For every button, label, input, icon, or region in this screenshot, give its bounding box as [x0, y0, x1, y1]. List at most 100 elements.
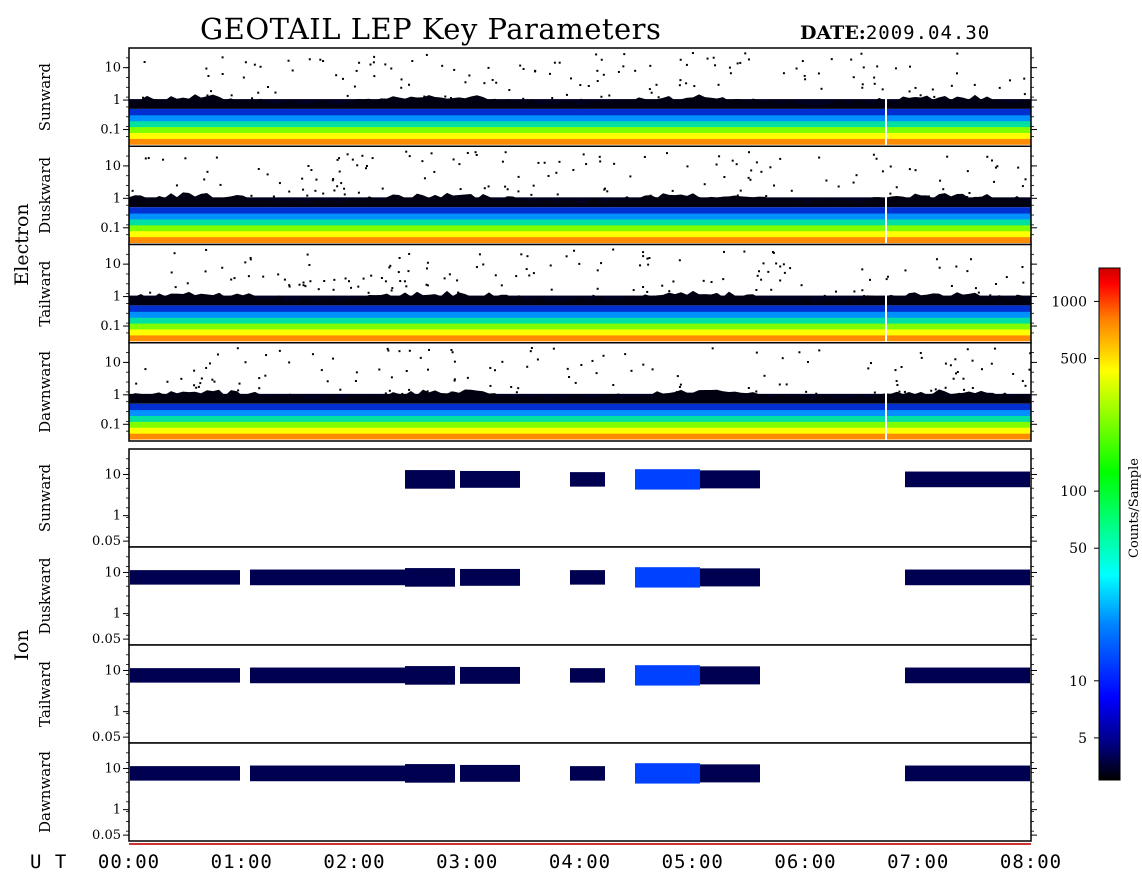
noise-dot	[247, 275, 250, 278]
noise-dot	[332, 357, 335, 360]
noise-dot	[338, 157, 341, 160]
panel-background	[129, 449, 1031, 547]
noise-dot	[954, 358, 957, 361]
noise-dot	[862, 66, 865, 69]
noise-dot	[703, 395, 706, 398]
noise-dot	[955, 72, 958, 75]
y-tick-label: 1	[113, 191, 121, 206]
noise-dot	[143, 61, 146, 64]
noise-dot	[333, 189, 336, 192]
noise-dot	[526, 365, 529, 368]
noise-dot	[837, 185, 840, 188]
y-tick-label: 1	[113, 705, 121, 720]
noise-dot	[747, 387, 750, 390]
noise-dot	[443, 277, 446, 280]
noise-dot	[873, 82, 876, 85]
noise-dot	[536, 358, 539, 361]
noise-dot	[264, 374, 267, 377]
noise-dot	[596, 69, 599, 72]
noise-dot	[643, 155, 646, 158]
ion-patch	[905, 667, 1030, 684]
noise-dot	[606, 190, 609, 193]
noise-dot	[211, 378, 214, 381]
noise-dot	[873, 391, 876, 394]
noise-dot	[499, 100, 502, 103]
noise-dot	[162, 393, 165, 396]
panel-label-electron-duskward: Duskward	[36, 156, 54, 233]
noise-dot	[650, 91, 653, 94]
noise-dot	[1028, 368, 1031, 371]
data-gap	[885, 92, 887, 147]
noise-dot	[729, 99, 732, 102]
spectrogram-band-2	[129, 126, 1031, 133]
noise-dot	[565, 255, 568, 258]
spectrogram-band-2	[129, 323, 1031, 330]
noise-dot	[815, 392, 818, 395]
noise-dot	[760, 170, 763, 173]
noise-dot	[927, 195, 930, 198]
noise-dot	[315, 178, 318, 181]
noise-dot	[291, 69, 294, 72]
noise-dot	[572, 168, 575, 171]
noise-dot	[818, 349, 821, 352]
noise-dot	[423, 95, 426, 98]
noise-dot	[351, 158, 354, 161]
noise-dot	[517, 175, 520, 178]
noise-dot	[543, 161, 546, 164]
noise-dot	[320, 369, 323, 372]
noise-dot	[739, 189, 742, 192]
noise-dot	[494, 369, 497, 372]
noise-dot	[950, 84, 953, 87]
noise-dot	[706, 57, 709, 60]
noise-dot	[373, 75, 376, 78]
noise-dot	[468, 74, 471, 77]
noise-dot	[425, 283, 428, 286]
noise-dot	[193, 384, 196, 387]
noise-dot	[322, 192, 325, 195]
noise-dot	[937, 391, 940, 394]
time-tick-label: 06:00	[774, 851, 836, 873]
spectrogram-band-3	[129, 415, 1031, 422]
noise-dot	[714, 64, 717, 67]
noise-dot	[958, 392, 961, 395]
noise-dot	[717, 83, 720, 86]
ion-patch	[250, 569, 420, 586]
ion-patch	[700, 568, 760, 587]
noise-dot	[338, 170, 341, 173]
noise-dot	[790, 189, 793, 192]
noise-dot	[617, 393, 620, 396]
labels-layer: Electron Sunward Duskward Tailward Dawnward I…	[11, 63, 54, 833]
noise-dot	[501, 360, 504, 363]
noise-dot	[773, 184, 776, 187]
noise-dot	[889, 165, 892, 168]
panel-electron-tailward: 10 1 0.1	[100, 243, 1037, 344]
noise-dot	[262, 275, 265, 278]
noise-dot	[914, 86, 917, 89]
noise-dot	[760, 278, 763, 281]
panel-electron-sunward: 10 1 0.1	[100, 47, 1037, 147]
noise-dot	[889, 192, 892, 195]
noise-dot	[459, 188, 462, 191]
noise-dot	[755, 161, 758, 164]
ion-patch	[570, 472, 605, 487]
noise-dot	[685, 63, 688, 66]
noise-dot	[1005, 276, 1008, 279]
noise-dot	[994, 283, 997, 286]
spectrogram-band-3	[129, 120, 1031, 128]
noise-dot	[685, 82, 688, 85]
noise-dot	[311, 353, 314, 356]
noise-dot	[332, 288, 335, 291]
noise-dot	[302, 284, 305, 287]
noise-dot	[403, 280, 406, 283]
noise-dot	[550, 288, 553, 291]
noise-dot	[302, 281, 305, 284]
noise-dot	[399, 280, 402, 283]
noise-dot	[522, 97, 525, 100]
noise-dot	[221, 56, 224, 59]
noise-dot	[944, 386, 947, 389]
spectrogram-upper-edge	[129, 389, 1031, 404]
noise-dot	[962, 377, 965, 380]
noise-dot	[908, 90, 911, 93]
noise-dot	[371, 157, 374, 160]
noise-dot	[390, 67, 393, 70]
